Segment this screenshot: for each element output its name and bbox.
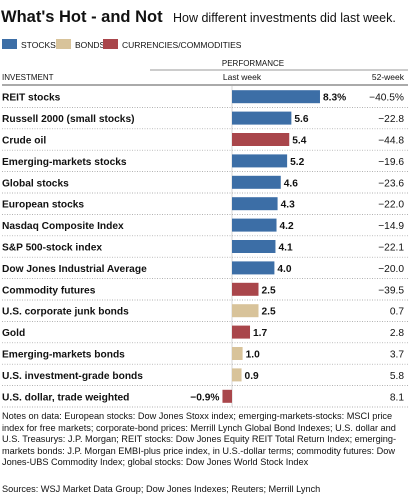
week52-value: 0.7: [390, 307, 404, 318]
bar: [232, 347, 243, 360]
bar: [232, 197, 278, 211]
row-label: Gold: [2, 328, 25, 339]
chart-row: S&P 500-stock index 4.1 −22.1: [2, 240, 408, 258]
bar-value-label: 1.0: [246, 350, 260, 361]
chart-row: Emerging-markets bonds 1.0 3.7: [2, 347, 408, 365]
week52-value: −22.8: [378, 114, 404, 125]
chart-row: U.S. dollar, trade weighted −0.9% 8.1: [2, 389, 408, 408]
row-label: Dow Jones Industrial Average: [2, 264, 147, 275]
week52-value: 2.8: [390, 328, 404, 339]
row-label: Nasdaq Composite Index: [2, 221, 124, 232]
row-label: European stocks: [2, 200, 84, 211]
week52-value: −39.5: [378, 285, 404, 296]
row-label: U.S. investment-grade bonds: [2, 371, 143, 382]
bar-value-label: 4.6: [284, 178, 298, 189]
last-week-column-header: Last week: [223, 72, 262, 82]
row-label: Commodity futures: [2, 285, 96, 296]
week52-value: −19.6: [378, 157, 404, 168]
row-label: Emerging-markets stocks: [2, 157, 127, 168]
bar-value-label: 5.2: [290, 157, 304, 168]
chart-row: Crude oil 5.4 −44.8: [2, 133, 408, 151]
week52-value: −44.8: [378, 136, 404, 147]
investments-chart: What's Hot - and Not How different inves…: [1, 8, 408, 408]
bar: [222, 389, 232, 403]
data-sources: Sources: WSJ Market Data Group; Dow Jone…: [2, 484, 321, 494]
bar: [232, 282, 259, 296]
legend-swatch-bonds: [56, 39, 71, 49]
chart-row: European stocks 4.3 −22.0: [2, 197, 408, 215]
week52-value: 5.8: [390, 371, 404, 382]
week52-value: −22.1: [378, 243, 404, 254]
chart-subtitle: How different investments did last week.: [173, 11, 396, 25]
row-label: Emerging-markets bonds: [2, 350, 125, 361]
legend-swatch-stocks: [2, 39, 17, 49]
bar-value-label: 1.7: [253, 328, 267, 339]
bar: [232, 240, 276, 253]
row-label: S&P 500-stock index: [2, 243, 102, 254]
legend-swatch-currencies-commodities: [103, 39, 118, 49]
bar: [232, 90, 320, 104]
bar-value-label: 5.4: [292, 136, 306, 147]
bar-value-label: 4.1: [278, 243, 292, 254]
legend-label-bonds: BONDS: [75, 40, 106, 50]
bar: [232, 218, 277, 232]
bar-value-label: −0.9%: [190, 392, 219, 403]
row-label: Global stocks: [2, 178, 69, 189]
chart-row: Nasdaq Composite Index 4.2 −14.9: [2, 218, 408, 237]
bar-value-label: 5.6: [294, 114, 308, 125]
week52-value: −14.9: [378, 221, 404, 232]
chart-row: Gold 1.7 2.8: [2, 325, 408, 344]
bar: [232, 133, 290, 146]
row-label: U.S. corporate junk bonds: [2, 307, 129, 318]
row-label: U.S. dollar, trade weighted: [2, 392, 129, 403]
legend: STOCKS BONDS CURRENCIES/COMMODITIES: [2, 39, 242, 50]
bar-value-label: 4.2: [280, 221, 294, 232]
chart-row: U.S. corporate junk bonds 2.5 0.7: [2, 304, 408, 322]
bar: [232, 111, 292, 125]
bar: [232, 304, 259, 318]
bar: [232, 175, 281, 189]
chart-row: REIT stocks 8.3% −40.5%: [2, 90, 408, 108]
investment-column-header: INVESTMENT: [2, 73, 54, 82]
week52-value: −22.0: [378, 200, 404, 211]
bar: [232, 325, 251, 339]
bar: [232, 368, 242, 382]
row-label: REIT stocks: [2, 93, 61, 104]
bar-value-label: 0.9: [245, 371, 259, 382]
legend-label-stocks: STOCKS: [21, 40, 56, 50]
data-notes: Notes on data: European stocks: Dow Jone…: [2, 411, 397, 467]
bar-value-label: 2.5: [262, 285, 276, 296]
chart-row: U.S. investment-grade bonds 0.9 5.8: [2, 368, 408, 386]
legend-label-currencies-commodities: CURRENCIES/COMMODITIES: [122, 40, 242, 50]
chart-row: Global stocks 4.6 −23.6: [2, 175, 408, 194]
row-label: Russell 2000 (small stocks): [2, 114, 135, 125]
week52-column-header: 52-week: [372, 72, 405, 82]
week52-value: −23.6: [378, 178, 404, 189]
chart-row: Russell 2000 (small stocks) 5.6 −22.8: [2, 111, 408, 130]
week52-value: −40.5%: [369, 93, 404, 104]
performance-header: PERFORMANCE: [222, 59, 284, 68]
bar: [232, 261, 275, 275]
week52-value: −20.0: [378, 264, 404, 275]
week52-value: 8.1: [390, 392, 404, 403]
bar: [232, 154, 288, 168]
bar-value-label: 2.5: [262, 307, 276, 318]
bar-value-label: 4.3: [281, 200, 295, 211]
bar-value-label: 8.3%: [323, 93, 346, 104]
row-label: Crude oil: [2, 136, 46, 147]
chart-row: Commodity futures 2.5 −39.5: [2, 282, 408, 301]
week52-value: 3.7: [390, 350, 404, 361]
chart-row: Dow Jones Industrial Average 4.0 −20.0: [2, 261, 408, 279]
chart-title: What's Hot - and Not: [1, 8, 163, 26]
bar-value-label: 4.0: [277, 264, 291, 275]
chart-row: Emerging-markets stocks 5.2 −19.6: [2, 154, 408, 172]
